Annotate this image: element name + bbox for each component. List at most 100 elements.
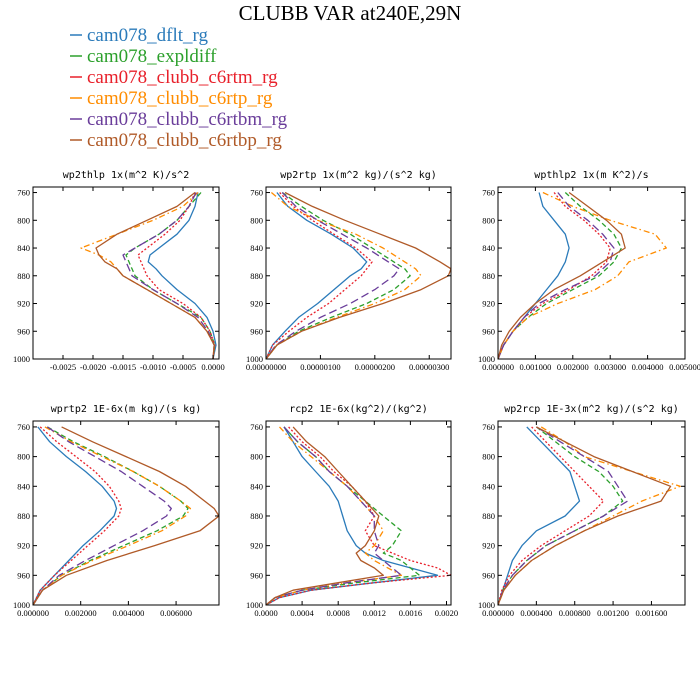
series-line: [266, 426, 403, 605]
legend-entry: cam078_clubb_c6rtp_rg: [70, 88, 273, 109]
series-line: [498, 191, 626, 359]
y-tick-label: 880: [482, 511, 495, 521]
y-tick-label: 840: [17, 481, 30, 491]
series-line: [498, 426, 672, 605]
y-tick-label: 840: [250, 243, 263, 253]
series-line: [266, 192, 373, 359]
legend: cam078_dflt_rgcam078_expldiffcam078_club…: [70, 25, 288, 151]
x-tick-label: 0.0012: [363, 608, 386, 618]
y-tick-label: 760: [482, 422, 495, 432]
series-group: [498, 426, 681, 605]
y-tick-label: 840: [250, 481, 263, 491]
y-tick-label: 1000: [13, 354, 30, 364]
panel: rcp2 1E-6x(kg^2)/(kg^2) 1000 960 920 880 840 8…: [246, 404, 458, 618]
series-group: [80, 191, 217, 359]
plot-frame: [265, 186, 452, 360]
x-tick-label: 0.0004: [290, 608, 314, 618]
series-group: [33, 426, 219, 605]
y-tick-label: 920: [482, 299, 495, 309]
panel-title: wp2rtp 1x(m^2 kg)/(s^2 kg): [280, 170, 437, 181]
panel-title: wp2thlp 1x(m^2 K)/s^2: [63, 170, 189, 181]
series-line: [266, 426, 439, 605]
series-line: [498, 426, 605, 605]
legend-label: cam078_clubb_c6rtbp_rg: [87, 130, 282, 151]
legend-label: cam078_clubb_c6rtbm_rg: [87, 109, 288, 130]
series-line: [498, 426, 629, 605]
x-tick-label: 0.001600: [635, 608, 667, 618]
x-tick-label: -0.0025: [50, 362, 76, 372]
y-tick-label: 960: [250, 570, 263, 580]
series-group: [266, 191, 451, 359]
plot-frame: [497, 420, 686, 606]
legend-entry: cam078_clubb_c6rtbp_rg: [70, 130, 282, 151]
y-tick-label: 920: [482, 541, 495, 551]
series-line: [33, 426, 172, 605]
series-line: [33, 426, 122, 605]
plot-frame: [265, 420, 452, 606]
y-tick-label: 880: [17, 511, 30, 521]
y-tick-label: 920: [250, 541, 263, 551]
y-tick-label: 800: [250, 215, 263, 225]
x-tick-label: 0.001000: [519, 362, 551, 372]
x-tick-label: 0.00000100: [300, 362, 340, 372]
y-tick-label: 840: [482, 243, 495, 253]
series-line: [137, 192, 216, 359]
plot-frame: [497, 186, 686, 360]
y-tick-label: 760: [17, 188, 30, 198]
y-tick-label: 920: [17, 299, 30, 309]
x-tick-label: 0.0000: [254, 608, 277, 618]
series-line: [266, 192, 400, 359]
series-line: [498, 192, 611, 359]
y-tick-label: 960: [17, 326, 30, 336]
series-line: [498, 192, 570, 359]
series-group: [498, 191, 667, 359]
legend-label: cam078_clubb_c6rtp_rg: [87, 88, 273, 109]
y-tick-label: 1000: [246, 354, 263, 364]
x-tick-label: -0.0020: [80, 362, 106, 372]
plot-frame: [32, 186, 220, 360]
y-tick-label: 960: [482, 326, 495, 336]
x-tick-label: 0.006000: [160, 608, 192, 618]
series-line: [266, 426, 451, 605]
x-tick-label: -0.0005: [170, 362, 196, 372]
series-line: [498, 192, 615, 359]
x-tick-label: 0.000000: [17, 608, 49, 618]
series-line: [95, 191, 215, 359]
y-tick-label: 800: [17, 215, 30, 225]
y-tick-label: 1000: [246, 600, 263, 610]
panel: wp2thlp 1x(m^2 K)/s^2 1000 960 920 880 840 800…: [13, 170, 225, 372]
series-group: [266, 426, 451, 605]
x-tick-label: 0.00000000: [246, 362, 286, 372]
y-tick-label: 840: [482, 481, 495, 491]
figure-title: CLUBB VAR at240E,29N: [239, 1, 462, 25]
x-tick-label: 0.00000300: [409, 362, 449, 372]
y-tick-label: 920: [250, 299, 263, 309]
series-line: [33, 426, 219, 605]
y-tick-label: 960: [482, 570, 495, 580]
series-line: [266, 191, 451, 359]
y-tick-label: 960: [17, 570, 30, 580]
y-tick-label: 760: [482, 188, 495, 198]
x-tick-label: 0.004000: [112, 608, 144, 618]
y-tick-label: 880: [250, 511, 263, 521]
series-line: [266, 191, 411, 359]
x-tick-label: 0.0020: [435, 608, 458, 618]
panel-title: wpthlp2 1x(m K^2)/s: [534, 170, 648, 181]
legend-label: cam078_clubb_c6rtm_rg: [87, 67, 278, 88]
x-tick-label: 0.002000: [65, 608, 97, 618]
plot-frame: [32, 420, 220, 606]
y-tick-label: 760: [250, 422, 263, 432]
x-tick-label: 0.0008: [327, 608, 350, 618]
series-line: [266, 192, 368, 359]
x-tick-label: 0.003000: [594, 362, 626, 372]
x-tick-label: 0.004000: [632, 362, 664, 372]
x-tick-label: 0.0016: [399, 608, 422, 618]
x-tick-label: 0.0000: [201, 362, 224, 372]
y-tick-label: 760: [250, 188, 263, 198]
panel: wp2rcp 1E-3x(m^2 kg)/(s^2 kg) 1000 960 920 8…: [478, 404, 686, 618]
x-tick-label: 0.005000: [669, 362, 700, 372]
x-tick-label: 0.000800: [559, 608, 591, 618]
legend-entry: cam078_expldiff: [70, 46, 217, 67]
panel-title: wprtp2 1E-6x(m kg)/(s kg): [51, 404, 202, 415]
